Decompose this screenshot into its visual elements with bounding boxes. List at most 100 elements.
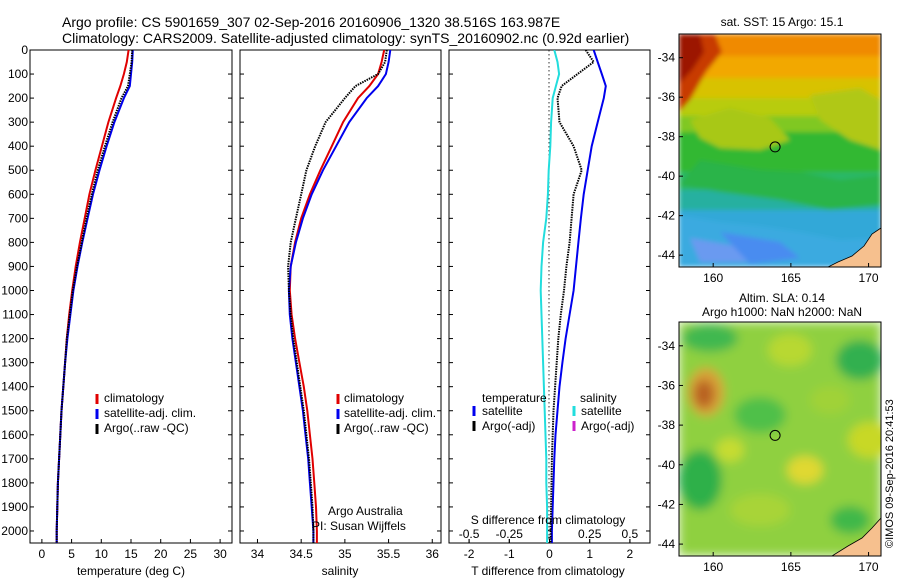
map-y-tick-label: -36 xyxy=(658,90,676,104)
legend-label-argo: Argo(..raw -QC) xyxy=(104,421,189,435)
sla-land xyxy=(832,518,881,556)
x-tick-label: 34.5 xyxy=(289,547,313,561)
difference-axes-frame xyxy=(448,49,651,544)
salinity-xlabel: salinity xyxy=(322,564,359,578)
sst-map-panel: sat. SST: 15 Argo: 15.1 xyxy=(658,15,882,285)
x-tick-label: 0 xyxy=(546,547,553,561)
map-x-tick-label: 170 xyxy=(859,271,879,285)
y-tick-label: 2000 xyxy=(1,524,28,538)
x-tick-label: 35 xyxy=(338,547,352,561)
map-x-tick-label: 165 xyxy=(781,271,801,285)
sst-land xyxy=(828,228,881,267)
y-tick-label: 1900 xyxy=(1,500,28,514)
map-y-tick-label: -34 xyxy=(658,339,676,353)
x-tick-label: 2 xyxy=(627,547,634,561)
y-tick-label: 1700 xyxy=(1,452,28,466)
legend-label-satellite: satellite-adj. clim. xyxy=(104,406,196,420)
map-x-tick-label: 165 xyxy=(781,560,801,574)
header-title-line2: Climatology: CARS2009. Satellite-adjuste… xyxy=(62,30,629,46)
sst-map-title: sat. SST: 15 Argo: 15.1 xyxy=(721,15,844,29)
sla-map-title-line2: Argo h1000: NaN h2000: NaN xyxy=(702,305,862,319)
map-y-tick-label: -34 xyxy=(658,51,676,65)
sst-coastline xyxy=(827,227,881,267)
top-x-tick-label: 0.5 xyxy=(622,527,639,541)
sst-argo-marker xyxy=(769,141,781,153)
y-tick-label: 1200 xyxy=(1,332,28,346)
top-x-tick-label: 0.25 xyxy=(578,527,602,541)
legend-title-salinity: salinity xyxy=(580,391,617,405)
top-x-tick-label: -0.5 xyxy=(459,527,480,541)
x-tick-label: -2 xyxy=(464,547,475,561)
legend-label-s-satellite: satellite xyxy=(581,404,622,418)
x-tick-label: -1 xyxy=(504,547,515,561)
x-tick-label: 20 xyxy=(154,547,168,561)
difference-panel: -2 -1 0 1 2 -0.5 -0.25 0 0.25 0.5 S difference fr… xyxy=(448,49,651,578)
legend-label-s-argo: Argo(-adj) xyxy=(581,419,634,433)
series-line-argo-raw-qc xyxy=(55,50,134,543)
map-y-tick-label: -44 xyxy=(658,537,676,551)
difference-xlabel: T difference from climatology xyxy=(471,564,625,578)
map-y-tick-label: -40 xyxy=(658,169,676,183)
map-y-tick-label: -40 xyxy=(658,458,676,472)
map-y-tick-label: -42 xyxy=(658,209,676,223)
y-tick-label: 300 xyxy=(8,115,28,129)
x-tick-label: 35.5 xyxy=(377,547,401,561)
map-x-tick-label: 170 xyxy=(859,560,879,574)
y-tick-label: 1400 xyxy=(1,380,28,394)
y-tick-label: 1500 xyxy=(1,404,28,418)
sla-map-frame xyxy=(678,321,882,557)
y-tick-label: 800 xyxy=(8,235,28,249)
map-x-tick-label: 160 xyxy=(703,560,723,574)
sst-field xyxy=(679,34,881,267)
salinity-legend: climatology satellite-adj. clim. Argo(..… xyxy=(336,391,436,435)
x-tick-label: 30 xyxy=(213,547,227,561)
series-line-t-argo-adj xyxy=(549,50,596,543)
map-y-tick-label: -38 xyxy=(658,418,676,432)
sla-argo-marker xyxy=(769,429,781,441)
difference-legend: temperature satellite Argo(-adj) salinit… xyxy=(472,391,634,433)
argo-credit-line2: PI: Susan Wijffels xyxy=(312,519,406,533)
header-title-line1: Argo profile: CS 5901659_307 02-Sep-2016… xyxy=(62,14,560,30)
top-x-tick-label: -0.25 xyxy=(496,527,524,541)
map-y-tick-label: -42 xyxy=(658,497,676,511)
x-tick-label: 15 xyxy=(124,547,138,561)
x-tick-label: 34 xyxy=(251,547,265,561)
salinity-axes-frame xyxy=(239,49,442,544)
legend-label-satellite: satellite-adj. clim. xyxy=(344,406,436,420)
imos-watermark: ©IMOS 09-Sep-2016 20:41:53 xyxy=(884,399,896,548)
sla-field xyxy=(679,322,881,556)
series-line-argo-raw-qc xyxy=(287,50,388,543)
x-tick-label: 36 xyxy=(426,547,440,561)
legend-label-t-argo: Argo(-adj) xyxy=(482,419,535,433)
y-tick-label: 100 xyxy=(8,67,28,81)
y-tick-label: 1000 xyxy=(1,283,28,297)
y-tick-label: 0 xyxy=(21,43,28,57)
sla-map-title-line1: Altim. SLA: 0.14 xyxy=(739,291,825,305)
y-tick-label: 1600 xyxy=(1,428,28,442)
x-tick-label: 0 xyxy=(39,547,46,561)
y-tick-label: 1100 xyxy=(2,308,28,322)
map-x-tick-label: 160 xyxy=(703,271,723,285)
map-y-tick-label: -36 xyxy=(658,378,676,392)
x-tick-label: 1 xyxy=(586,547,593,561)
top-x-tick-label: 0 xyxy=(546,527,553,541)
legend-label-climatology: climatology xyxy=(104,391,164,405)
map-y-tick-label: -38 xyxy=(658,130,676,144)
x-tick-label: 25 xyxy=(184,547,198,561)
temperature-axes-frame xyxy=(29,49,233,544)
temperature-xlabel: temperature (deg C) xyxy=(77,564,185,578)
y-tick-label: 1300 xyxy=(1,356,28,370)
map-y-tick-label: -44 xyxy=(658,248,676,262)
legend-label-climatology: climatology xyxy=(344,391,404,405)
y-tick-label: 700 xyxy=(8,211,28,225)
series-line-t-satellite xyxy=(550,50,607,543)
temperature-legend: climatology satellite-adj. clim. Argo(..… xyxy=(95,391,196,435)
legend-title-temperature: temperature xyxy=(482,391,547,405)
legend-label-t-satellite: satellite xyxy=(482,404,523,418)
salinity-panel: 34 34.5 35 35.5 36 salinity climatology sate… xyxy=(239,49,442,578)
series-line-s-satellite xyxy=(539,50,561,543)
sst-map-frame xyxy=(678,33,882,268)
sla-coastline xyxy=(831,517,881,556)
y-tick-label: 1800 xyxy=(1,476,28,490)
